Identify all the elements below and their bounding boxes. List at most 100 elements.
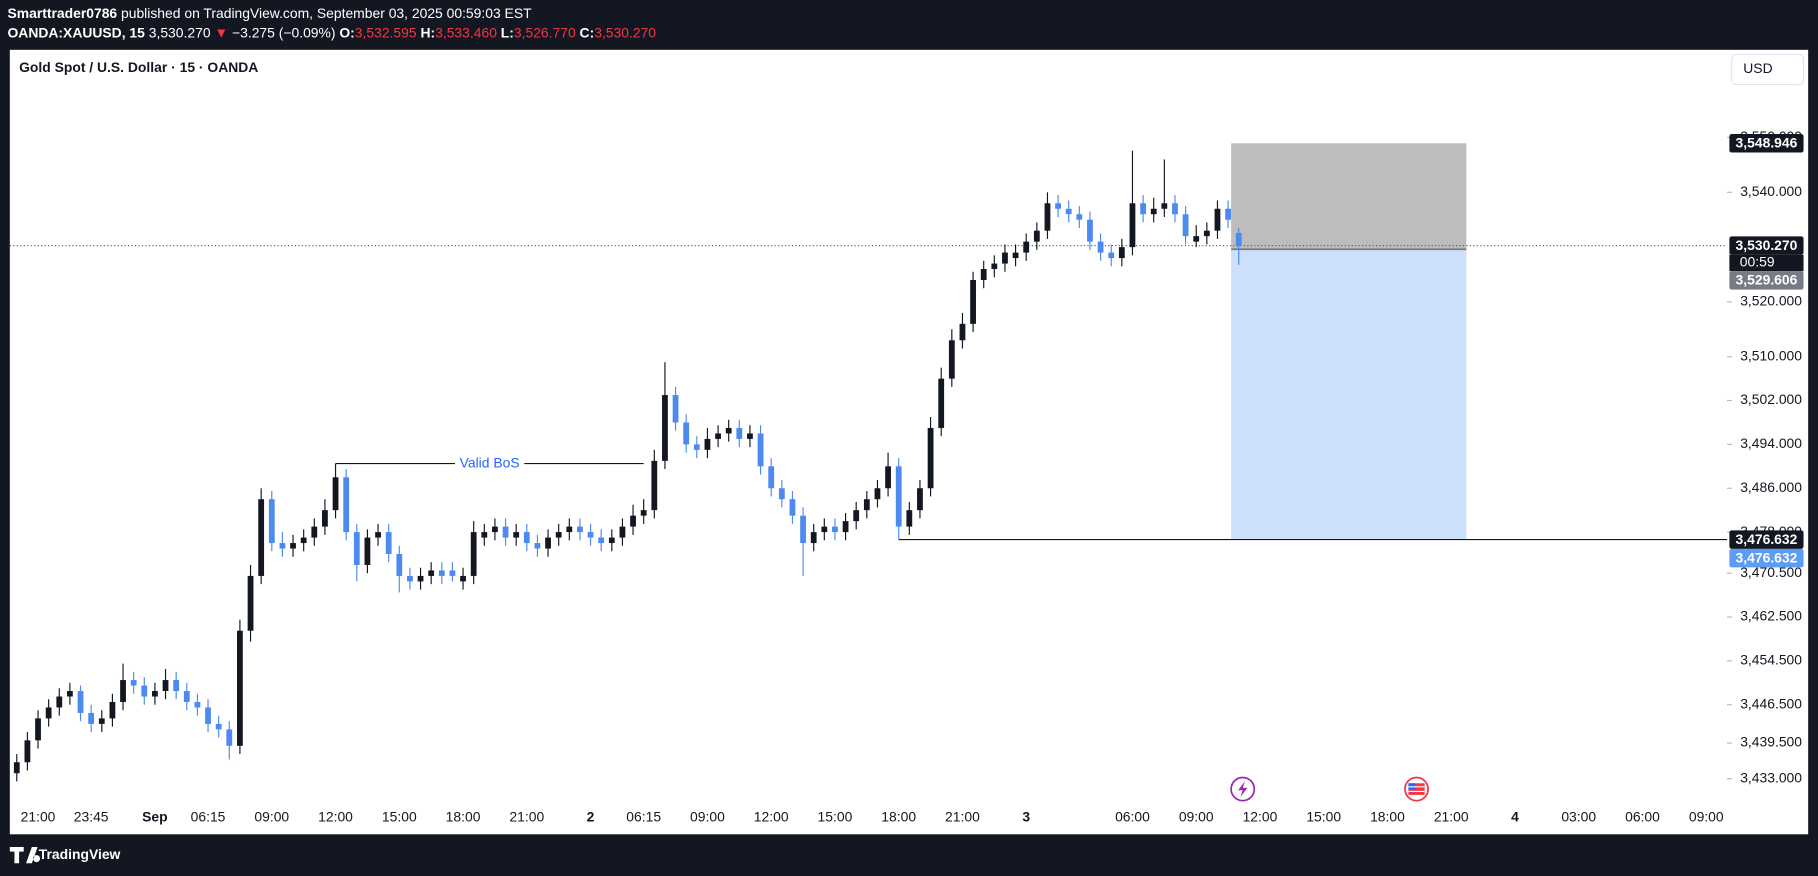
- candle-body: [959, 323, 966, 341]
- candle-body: [672, 395, 679, 423]
- price-label: 3,476.632: [1736, 531, 1798, 547]
- c-value: 3,530.270: [594, 24, 656, 40]
- x-tick-label: 12:00: [1243, 809, 1278, 825]
- candle-body: [183, 691, 190, 702]
- candle-body: [555, 532, 562, 538]
- currency-button[interactable]: [1731, 53, 1805, 86]
- candle-body: [1140, 203, 1146, 215]
- candle-body: [332, 477, 339, 511]
- candle-body: [343, 477, 350, 533]
- candle-body: [481, 532, 488, 538]
- x-tick-label: 06:15: [191, 809, 226, 825]
- chart-title: Gold Spot / U.S. Dollar · 15 · OANDA: [19, 59, 258, 75]
- x-tick-label: 18:00: [446, 809, 481, 825]
- x-tick-label: 06:00: [1625, 809, 1660, 825]
- candle-body: [141, 685, 148, 697]
- candle-body: [747, 433, 753, 439]
- candle-body: [587, 532, 594, 538]
- candle-body: [120, 680, 126, 702]
- x-tick-label: 18:00: [881, 809, 916, 825]
- logo: [9, 847, 41, 864]
- candle-body: [279, 543, 286, 549]
- flag: [1408, 783, 1425, 795]
- candle-body: [1087, 219, 1093, 242]
- h-key: H:: [420, 24, 435, 40]
- candle-body: [1203, 230, 1210, 237]
- arrow: ▼: [214, 24, 228, 40]
- l-key: L:: [501, 24, 514, 40]
- price-label-bg: [1729, 530, 1804, 549]
- candle-body: [651, 460, 658, 511]
- x-tick-label: 15:00: [818, 809, 853, 825]
- candle-body: [226, 729, 233, 746]
- candle-body: [67, 691, 73, 697]
- price-label-bg: [1729, 236, 1804, 255]
- candle-body: [885, 466, 891, 489]
- candle-body: [757, 433, 764, 467]
- candle-body: [428, 570, 435, 576]
- candle-body: [513, 532, 520, 538]
- published: published on TradingView.com, September …: [121, 5, 532, 21]
- candle-body: [980, 269, 987, 280]
- candle-body: [109, 701, 116, 719]
- y-tick-label: 3,494.000: [1740, 435, 1802, 451]
- candle-body: [1012, 252, 1019, 259]
- currency[interactable]: USD: [1743, 60, 1772, 76]
- candle-body: [810, 532, 817, 544]
- header-line-2: OANDA:XAUUSD, 15 3,530.270 ▼ −3.275 (−0.…: [8, 24, 657, 40]
- candle-body: [821, 526, 828, 533]
- x-tick-label: 06:15: [626, 809, 661, 825]
- candle-body: [449, 570, 456, 576]
- candle-body: [917, 488, 923, 511]
- candle-body: [778, 488, 785, 500]
- candle-body: [247, 575, 254, 631]
- candle-body: [704, 438, 711, 450]
- candle-body: [768, 466, 775, 489]
- candle-body: [24, 740, 31, 763]
- c-key: C:: [580, 24, 595, 40]
- candle-body: [853, 510, 860, 522]
- candle-body: [385, 532, 392, 555]
- l-value: 3,526.770: [514, 24, 576, 40]
- bos-label-bg: [454, 454, 525, 471]
- candle-body: [1161, 203, 1168, 209]
- x-tick-label: 4: [1511, 809, 1519, 825]
- candle-body: [45, 707, 52, 719]
- candle-body: [683, 422, 690, 445]
- x-tick-label: 09:00: [254, 809, 289, 825]
- candle-body: [1023, 241, 1030, 253]
- y-tick-label: 3,454.500: [1740, 652, 1802, 668]
- x-tick-label: Sep: [142, 809, 167, 825]
- candle-body: [566, 526, 573, 533]
- candle-body: [874, 488, 881, 500]
- candle-body: [88, 712, 95, 724]
- candle-body: [577, 526, 583, 533]
- x-tick-label: 06:00: [1115, 809, 1150, 825]
- candle-body: [534, 543, 541, 549]
- x-tick-label: 21:00: [21, 809, 56, 825]
- candle-body: [35, 718, 41, 741]
- candle-body: [322, 510, 328, 527]
- plot: Valid BoS 21:00 23:45 Sep 06:15 09:00 12:00 15:…: [9, 128, 1804, 825]
- y-tick-label: 3,540.000: [1740, 183, 1802, 199]
- brand: TradingView: [39, 846, 121, 862]
- candle-body: [237, 630, 243, 746]
- countdown-bg: [1729, 254, 1804, 272]
- countdown: 00:59: [1740, 254, 1775, 270]
- candle-body: [832, 526, 838, 533]
- candle-body: [608, 537, 615, 544]
- candle-body: [938, 378, 945, 428]
- candle-body: [13, 762, 20, 774]
- candle-body: [800, 515, 806, 544]
- y-tick-label: 3,462.500: [1740, 608, 1802, 624]
- symbol: OANDA:XAUUSD, 15: [8, 24, 146, 40]
- candle-body: [77, 691, 84, 713]
- y-tick-label: 3,433.000: [1740, 769, 1802, 785]
- candle-body: [863, 499, 870, 511]
- candle-body: [417, 575, 424, 582]
- price-label-bg: [1729, 548, 1804, 568]
- candle-body: [1097, 241, 1104, 253]
- x-tick-label: 09:00: [690, 809, 725, 825]
- candle-body: [736, 427, 743, 439]
- candle-body: [1235, 232, 1242, 246]
